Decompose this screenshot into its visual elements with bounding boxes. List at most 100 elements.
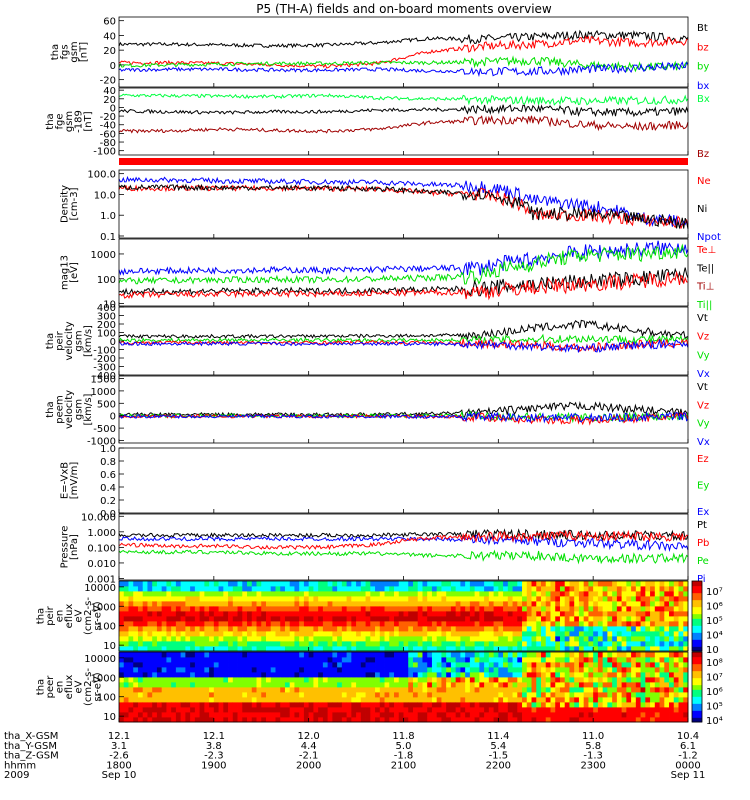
heatmap-cell: [475, 596, 480, 601]
heatmap-cell: [622, 672, 627, 677]
heatmap-cell: [195, 662, 200, 667]
heatmap-cell: [607, 601, 612, 606]
heatmap-cell: [228, 702, 233, 707]
heatmap-cell: [351, 611, 356, 616]
heatmap-cell: [238, 702, 243, 707]
series-line-ti: [119, 241, 688, 276]
heatmap-cell: [569, 672, 574, 677]
heatmap-cell: [399, 591, 404, 596]
heatmap-cell: [309, 601, 314, 606]
heatmap-cell: [124, 631, 129, 636]
heatmap-cell: [494, 616, 499, 621]
heatmap-cell: [332, 626, 337, 631]
heatmap-cell: [375, 717, 380, 722]
heatmap-cell: [166, 631, 171, 636]
heatmap-cell: [242, 682, 247, 687]
heatmap-cell: [437, 646, 442, 651]
heatmap-cell: [432, 702, 437, 707]
heatmap-cell: [181, 596, 186, 601]
heatmap-cell: [422, 601, 427, 606]
heatmap-cell: [650, 626, 655, 631]
heatmap-cell: [413, 652, 418, 657]
heatmap-cell: [370, 717, 375, 722]
heatmap-cell: [399, 636, 404, 641]
heatmap-cell: [418, 601, 423, 606]
heatmap-cell: [484, 636, 489, 641]
y-tick-label: 10000: [84, 654, 116, 665]
heatmap-cell: [579, 626, 584, 631]
heatmap-cell: [247, 682, 252, 687]
heatmap-cell: [290, 621, 295, 626]
heatmap-cell: [318, 626, 323, 631]
heatmap-cell: [275, 717, 280, 722]
heatmap-cell: [418, 586, 423, 591]
heatmap-cell: [565, 652, 570, 657]
heatmap-cell: [513, 652, 518, 657]
heatmap-cell: [304, 611, 309, 616]
heatmap-cell: [332, 596, 337, 601]
heatmap-cell: [560, 697, 565, 702]
heatmap-cell: [257, 677, 262, 682]
heatmap-cell: [437, 641, 442, 646]
heatmap-cell: [456, 697, 461, 702]
heatmap-cell: [328, 712, 333, 717]
heatmap-cell: [441, 641, 446, 646]
heatmap-cell: [257, 712, 262, 717]
heatmap-cell: [309, 652, 314, 657]
heatmap-cell: [579, 606, 584, 611]
heatmap-cell: [309, 616, 314, 621]
heatmap-cell: [304, 657, 309, 662]
heatmap-cell: [228, 586, 233, 591]
heatmap-cell: [631, 652, 636, 657]
heatmap-cell: [674, 682, 679, 687]
heatmap-cell: [460, 712, 465, 717]
heatmap-cell: [304, 667, 309, 672]
heatmap-cell: [460, 601, 465, 606]
heatmap-cell: [664, 657, 669, 662]
heatmap-cell: [555, 677, 560, 682]
heatmap-cell: [299, 672, 304, 677]
heatmap-cell: [622, 621, 627, 626]
heatmap-cell: [181, 667, 186, 672]
heatmap-cell: [361, 677, 366, 682]
heatmap-cell: [536, 581, 541, 586]
heatmap-cell: [607, 707, 612, 712]
heatmap-cell: [522, 667, 527, 672]
heatmap-cell: [479, 591, 484, 596]
heatmap-cell: [361, 646, 366, 651]
heatmap-cell: [437, 707, 442, 712]
heatmap-cell: [645, 611, 650, 616]
heatmap-cell: [489, 611, 494, 616]
heatmap-cell: [228, 636, 233, 641]
heatmap-cell: [427, 677, 432, 682]
heatmap-cell: [119, 581, 124, 586]
heatmap-cell: [527, 677, 532, 682]
heatmap-cell: [645, 682, 650, 687]
heatmap-cell: [342, 596, 347, 601]
heatmap-cell: [674, 667, 679, 672]
heatmap-cell: [366, 682, 371, 687]
heatmap-cell: [323, 672, 328, 677]
heatmap-cell: [569, 657, 574, 662]
heatmap-cell: [660, 626, 665, 631]
heatmap-cell: [138, 707, 143, 712]
heatmap-cell: [555, 702, 560, 707]
heatmap-cell: [261, 657, 266, 662]
heatmap-cell: [603, 601, 608, 606]
heatmap-cell: [152, 636, 157, 641]
heatmap-cell: [636, 702, 641, 707]
heatmap-cell: [147, 682, 152, 687]
heatmap-cell: [214, 636, 219, 641]
heatmap-cell: [133, 586, 138, 591]
heatmap-cell: [204, 677, 209, 682]
heatmap-cell: [375, 657, 380, 662]
heatmap-cell: [479, 717, 484, 722]
heatmap-cell: [162, 636, 167, 641]
heatmap-cell: [404, 662, 409, 667]
heatmap-cell: [385, 672, 390, 677]
heatmap-cell: [555, 596, 560, 601]
heatmap-cell: [669, 707, 674, 712]
heatmap-cell: [337, 626, 342, 631]
heatmap-cell: [674, 596, 679, 601]
heatmap-cell: [133, 601, 138, 606]
